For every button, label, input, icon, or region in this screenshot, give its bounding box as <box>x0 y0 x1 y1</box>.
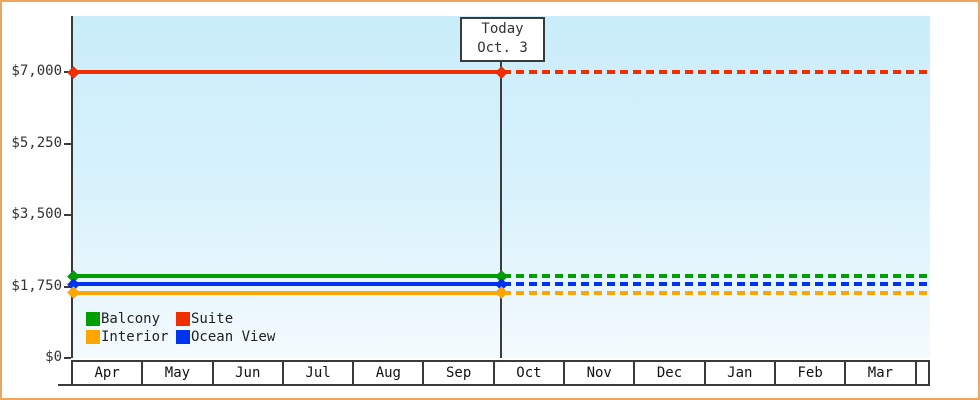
series-line-dashed-ocean-view <box>503 282 930 287</box>
legend-item-suite: Suite <box>176 311 275 327</box>
legend-swatch-suite <box>176 312 190 326</box>
y-tick-mark <box>64 357 71 359</box>
y-tick-label: $7,000 <box>11 63 62 79</box>
today-annotation-box: Today Oct. 3 <box>460 17 545 62</box>
legend-item-ocean-view: Ocean View <box>176 329 275 345</box>
month-cell-may: May <box>143 362 214 386</box>
y-tick-mark <box>64 285 71 288</box>
month-cell-sep: Sep <box>424 362 495 386</box>
month-cell-aug: Aug <box>354 362 425 386</box>
series-line-solid-suite <box>73 70 501 75</box>
legend-swatch-balcony <box>86 312 100 326</box>
series-line-dashed-interior <box>503 290 930 295</box>
legend-label: Suite <box>191 311 234 327</box>
month-cell-jul: Jul <box>284 362 355 386</box>
month-cell-jan: Jan <box>706 362 776 386</box>
series-line-solid-balcony <box>73 274 501 279</box>
legend-item-balcony: Balcony <box>86 311 176 327</box>
series-line-dashed-suite <box>503 70 930 75</box>
x-axis-month-band: Apr May Jun Jul Aug Sep Oct Nov Dec Jan Feb Mar <box>71 360 930 386</box>
series-line-solid-ocean-view <box>73 282 501 287</box>
month-cell-jun: Jun <box>214 362 284 386</box>
series-line-solid-interior <box>73 290 501 295</box>
legend-label: Ocean View <box>191 329 276 345</box>
y-tick-label: $1,750 <box>11 277 62 294</box>
today-vertical-line <box>500 60 502 358</box>
y-tick-mark <box>64 142 71 145</box>
today-date: Oct. 3 <box>477 40 528 56</box>
month-cell-nov: Nov <box>565 362 636 386</box>
y-tick-label: $0 <box>45 349 62 365</box>
month-cell-mar: Mar <box>846 362 917 386</box>
y-tick-label: $3,500 <box>11 206 62 222</box>
legend-label: Balcony <box>101 311 161 327</box>
month-cell-apr: Apr <box>73 362 144 386</box>
y-tick-mark <box>64 214 71 216</box>
month-cell-feb: Feb <box>776 362 847 386</box>
y-axis-line <box>71 16 73 358</box>
x-axis-baseline <box>58 384 930 386</box>
legend-swatch-ocean-view <box>176 330 190 344</box>
month-cell-dec: Dec <box>635 362 706 386</box>
month-cell-oct: Oct <box>495 362 566 386</box>
legend-swatch-interior <box>86 330 100 344</box>
legend: Balcony Suite Interior Ocean View <box>86 311 275 345</box>
month-band-filler <box>917 362 928 386</box>
legend-label: Interior <box>101 329 169 345</box>
y-tick-label: $5,250 <box>11 134 62 151</box>
today-label: Today <box>481 21 524 37</box>
legend-item-interior: Interior <box>86 329 176 345</box>
series-line-dashed-balcony <box>503 274 930 279</box>
